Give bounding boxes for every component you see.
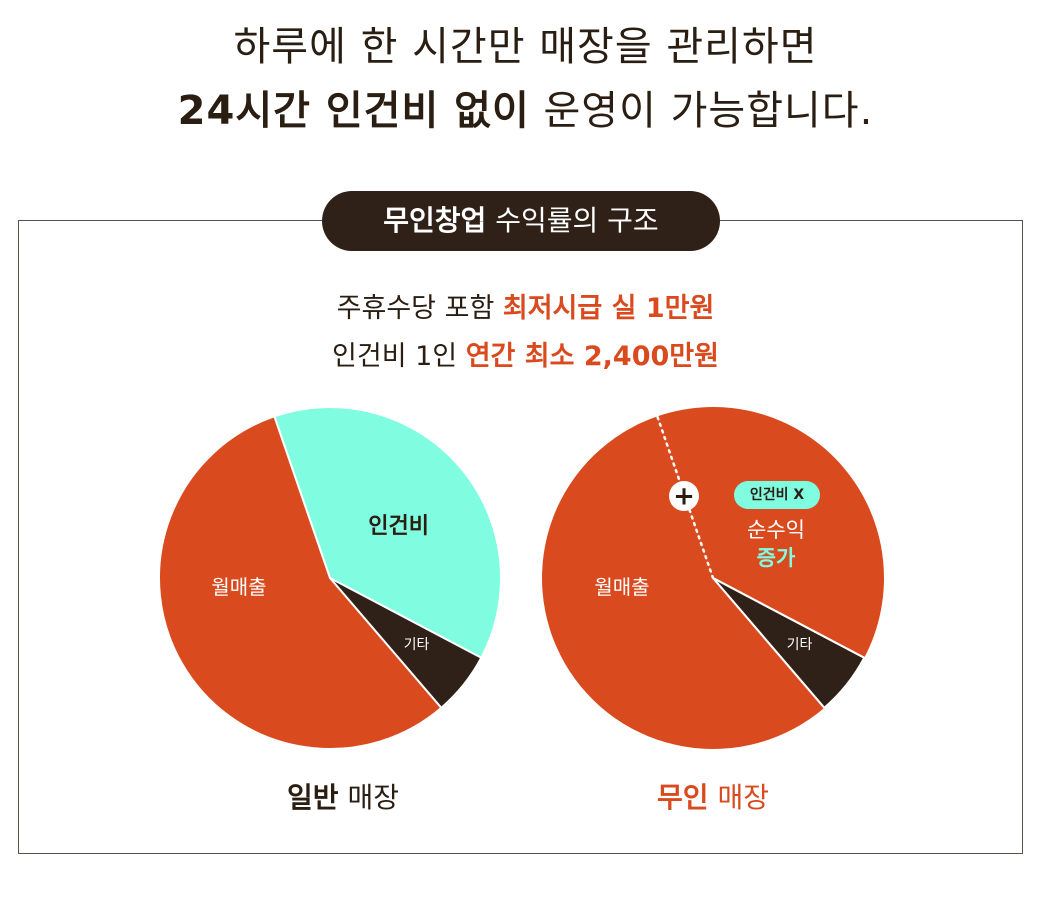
section-title-pill: 무인창업 수익률의 구조 <box>322 191 720 251</box>
increase-label: 증가 <box>757 546 796 570</box>
pie-slice-regular-2 <box>158 415 443 750</box>
caption-left-rest: 매장 <box>338 781 399 814</box>
headline-line2-bold: 24시간 인건비 없이 <box>177 88 530 134</box>
labor-x-badge-label: 인건비 X <box>750 486 805 503</box>
wage-line-prefix: 주휴수당 포함 <box>336 293 503 324</box>
labor-x-badge <box>734 481 820 509</box>
pie-divider-unmanned-0 <box>712 577 865 659</box>
slice-label-revenue-regular: 월매출 <box>211 575 266 599</box>
wage-line-highlight: 최저시급 실 1만원 <box>502 293 715 324</box>
section-title-bold: 무인창업 <box>383 204 487 237</box>
pie-slice-unmanned-2 <box>541 416 825 749</box>
slice-label-other-regular: 기타 <box>404 637 430 653</box>
caption-right-rest: 매장 <box>708 781 769 814</box>
pie-slice-regular-0 <box>273 406 502 660</box>
slice-label-other-unmanned: 기타 <box>787 637 813 653</box>
section-title-rest: 수익률의 구조 <box>486 204 659 237</box>
pie-divider-unmanned-1 <box>712 577 826 709</box>
headline-line2-rest: 운영이 가능합니다. <box>529 88 874 134</box>
net-profit-label: 순수익 <box>747 518 805 542</box>
caption-unmanned-store: 무인 매장 <box>563 776 863 816</box>
caption-right-bold: 무인 <box>657 781 709 814</box>
plus-sign: + <box>673 482 695 512</box>
pie-slice-unmanned-0 <box>657 407 884 658</box>
headline-line2: 24시간 인건비 없이 운영이 가능합니다. <box>0 78 1051 136</box>
caption-regular-store: 일반 매장 <box>193 776 493 816</box>
headline-line1: 하루에 한 시간만 매장을 관리하면 <box>233 24 818 70</box>
annual-cost-line: 인건비 1인 연간 최소 2,400만원 <box>0 334 1051 373</box>
annual-cost-highlight: 연간 최소 2,400만원 <box>465 341 719 372</box>
slice-label-revenue-unmanned: 월매출 <box>594 575 649 599</box>
annual-cost-prefix: 인건비 1인 <box>332 341 466 372</box>
plus-circle-icon <box>669 481 699 511</box>
slice-label-labor: 인건비 <box>368 514 429 539</box>
caption-left-bold: 일반 <box>287 781 339 814</box>
wage-line: 주휴수당 포함 최저시급 실 1만원 <box>0 286 1051 325</box>
